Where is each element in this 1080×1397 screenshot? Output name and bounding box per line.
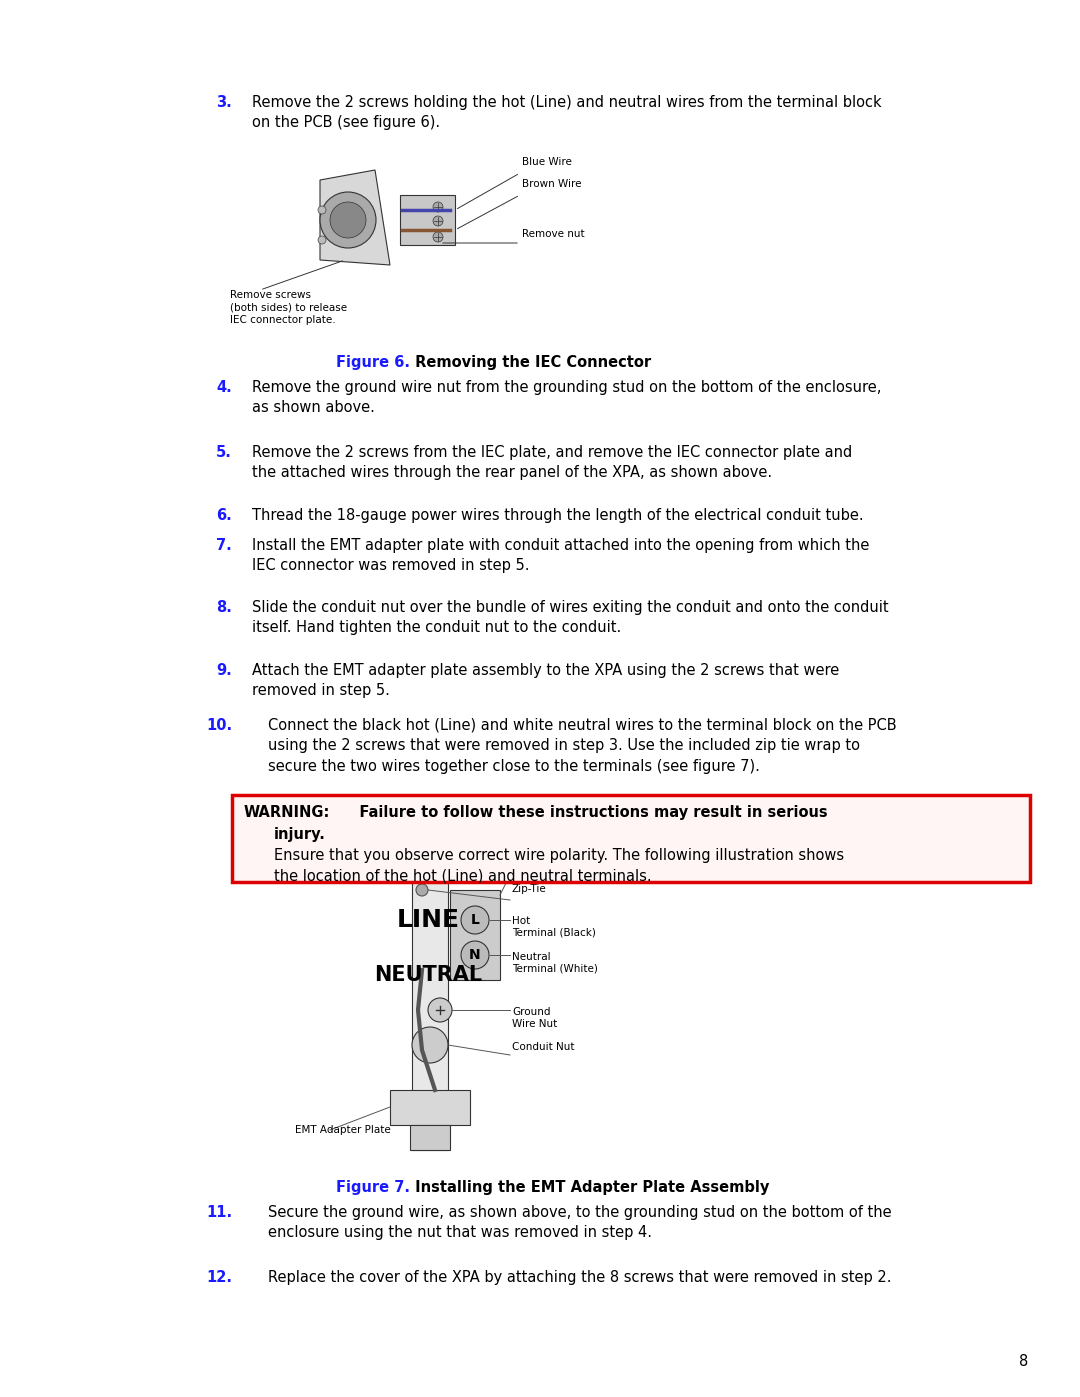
Text: Removing the IEC Connector: Removing the IEC Connector — [410, 355, 651, 370]
Circle shape — [428, 997, 453, 1023]
Text: Slide the conduit nut over the bundle of wires exiting the conduit and onto the : Slide the conduit nut over the bundle of… — [252, 599, 889, 636]
Bar — [450, 890, 500, 981]
Text: LINE: LINE — [396, 908, 459, 932]
Circle shape — [411, 1027, 448, 1063]
Text: Installing the EMT Adapter Plate Assembly: Installing the EMT Adapter Plate Assembl… — [410, 1180, 769, 1194]
Bar — [390, 1090, 470, 1125]
Text: EMT Adapter Plate: EMT Adapter Plate — [295, 1125, 391, 1134]
Text: 5.: 5. — [216, 446, 232, 460]
Bar — [410, 1125, 450, 1150]
Text: Figure 7.: Figure 7. — [336, 1180, 410, 1194]
Circle shape — [461, 942, 489, 970]
Text: Install the EMT adapter plate with conduit attached into the opening from which : Install the EMT adapter plate with condu… — [252, 538, 869, 573]
Text: 10.: 10. — [206, 718, 232, 733]
FancyBboxPatch shape — [232, 795, 1030, 882]
Text: 6.: 6. — [216, 509, 232, 522]
Text: Remove the ground wire nut from the grounding stud on the bottom of the enclosur: Remove the ground wire nut from the grou… — [252, 380, 881, 415]
Text: 7.: 7. — [216, 538, 232, 553]
Text: Blue Wire: Blue Wire — [522, 156, 572, 168]
Text: 8: 8 — [1018, 1354, 1028, 1369]
Circle shape — [461, 907, 489, 935]
Text: Replace the cover of the XPA by attaching the 8 screws that were removed in step: Replace the cover of the XPA by attachin… — [268, 1270, 891, 1285]
Text: Hot
Terminal (Black): Hot Terminal (Black) — [512, 916, 596, 937]
Text: 9.: 9. — [216, 664, 232, 678]
Text: L: L — [471, 914, 480, 928]
Text: Remove the 2 screws holding the hot (Line) and neutral wires from the terminal b: Remove the 2 screws holding the hot (Lin… — [252, 95, 881, 130]
Text: 11.: 11. — [206, 1206, 232, 1220]
Text: WARNING:: WARNING: — [244, 805, 330, 820]
Text: Conduit Nut: Conduit Nut — [512, 1042, 575, 1052]
Text: Remove nut: Remove nut — [522, 229, 584, 239]
Circle shape — [433, 232, 443, 242]
Text: Attach the EMT adapter plate assembly to the XPA using the 2 screws that were
re: Attach the EMT adapter plate assembly to… — [252, 664, 839, 698]
Text: 12.: 12. — [206, 1270, 232, 1285]
Text: 3.: 3. — [216, 95, 232, 110]
Text: Brown Wire: Brown Wire — [522, 179, 581, 189]
Text: 8.: 8. — [216, 599, 232, 615]
Text: Neutral
Terminal (White): Neutral Terminal (White) — [512, 951, 598, 974]
Circle shape — [330, 203, 366, 237]
Text: Failure to follow these instructions may result in serious: Failure to follow these instructions may… — [345, 805, 827, 820]
Circle shape — [416, 884, 428, 895]
Text: Secure the ground wire, as shown above, to the grounding stud on the bottom of t: Secure the ground wire, as shown above, … — [268, 1206, 892, 1241]
Circle shape — [433, 203, 443, 212]
Text: NEUTRAL: NEUTRAL — [374, 965, 482, 985]
Text: Remove the 2 screws from the IEC plate, and remove the IEC connector plate and
t: Remove the 2 screws from the IEC plate, … — [252, 446, 852, 481]
Text: N: N — [469, 949, 481, 963]
Circle shape — [318, 205, 326, 214]
Text: Remove screws
(both sides) to release
IEC connector plate.: Remove screws (both sides) to release IE… — [230, 291, 347, 324]
Circle shape — [318, 236, 326, 244]
Text: Connect the black hot (Line) and white neutral wires to the terminal block on th: Connect the black hot (Line) and white n… — [268, 718, 896, 774]
Circle shape — [320, 191, 376, 249]
Bar — [411, 830, 448, 1150]
Text: Terminal Block: Terminal Block — [512, 858, 588, 868]
Text: injury.: injury. — [274, 827, 326, 842]
Text: Figure 6.: Figure 6. — [336, 355, 410, 370]
Circle shape — [433, 217, 443, 226]
Text: Ensure that you observe correct wire polarity. The following illustration shows
: Ensure that you observe correct wire pol… — [274, 848, 845, 883]
Text: Thread the 18-gauge power wires through the length of the electrical conduit tub: Thread the 18-gauge power wires through … — [252, 509, 864, 522]
Text: Ground
Wire Nut: Ground Wire Nut — [512, 1007, 557, 1028]
Bar — [400, 196, 455, 244]
Polygon shape — [320, 170, 390, 265]
Text: Zip-Tie: Zip-Tie — [512, 884, 546, 894]
Text: 4.: 4. — [216, 380, 232, 395]
